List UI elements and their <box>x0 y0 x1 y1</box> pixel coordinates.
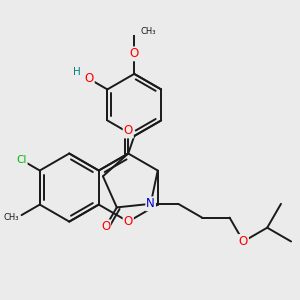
Text: O: O <box>101 220 110 233</box>
Text: O: O <box>124 215 133 228</box>
Text: CH₃: CH₃ <box>4 213 19 222</box>
Text: O: O <box>85 72 94 86</box>
Text: O: O <box>130 47 139 60</box>
Text: O: O <box>124 124 133 137</box>
Text: Cl: Cl <box>16 155 27 165</box>
Text: O: O <box>239 235 248 248</box>
Text: CH₃: CH₃ <box>140 27 156 36</box>
Text: H: H <box>73 67 81 77</box>
Text: N: N <box>146 197 155 210</box>
